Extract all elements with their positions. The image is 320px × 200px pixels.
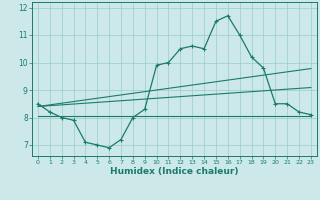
X-axis label: Humidex (Indice chaleur): Humidex (Indice chaleur) xyxy=(110,167,239,176)
